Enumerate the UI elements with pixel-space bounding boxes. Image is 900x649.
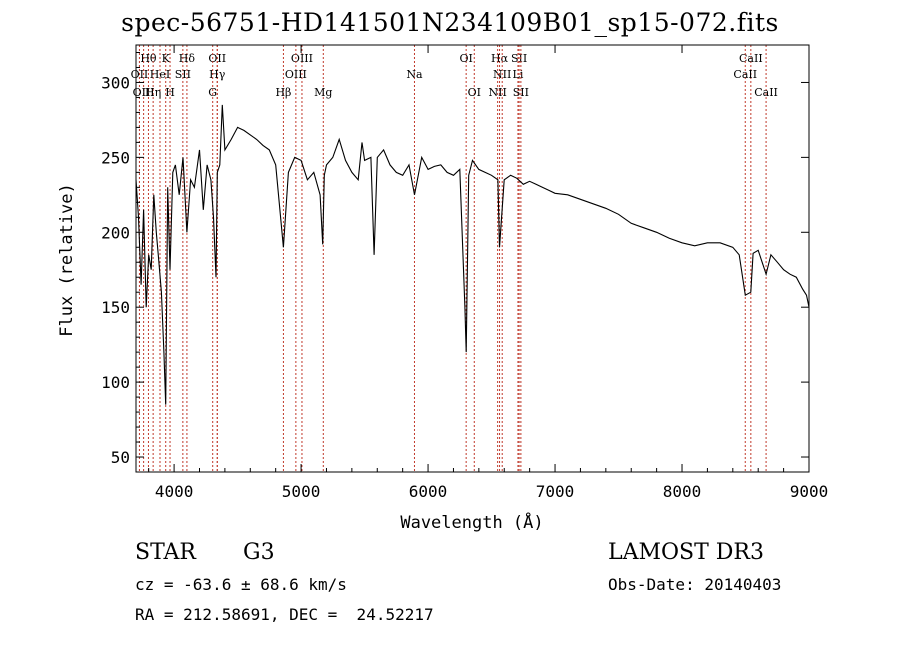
y-tick-label: 150: [101, 298, 130, 317]
marker-label-Hβ: Hβ: [275, 86, 291, 99]
marker-label-CaII: CaII: [754, 86, 778, 99]
y-tick-label: 100: [101, 373, 130, 392]
x-tick-label: 9000: [790, 482, 829, 501]
marker-label-NII: NII: [493, 68, 511, 81]
marker-label-SII: SII: [175, 68, 191, 81]
marker-label-NII: NII: [488, 86, 506, 99]
marker-label-SII: SII: [513, 86, 529, 99]
x-tick-label: 4000: [155, 482, 194, 501]
x-tick-label: 7000: [536, 482, 575, 501]
marker-label-Hδ: Hδ: [179, 52, 196, 65]
y-tick-label: 300: [101, 73, 130, 92]
chart-title: spec-56751-HD141501N234109B01_sp15-072.f…: [121, 8, 779, 37]
marker-label-HeI: HeI: [150, 68, 170, 81]
marker-label-Hη: Hη: [145, 86, 161, 99]
marker-label-Hγ: Hγ: [209, 68, 226, 81]
x-tick-label: 8000: [663, 482, 702, 501]
x-axis: 4000 5000 6000 7000 8000 9000: [148, 45, 829, 501]
marker-label-Li: Li: [513, 68, 524, 81]
object-subclass: G3: [243, 540, 275, 565]
flux-series-line: [135, 104, 810, 405]
x-tick-label: 6000: [409, 482, 448, 501]
y-tick-label: 50: [111, 448, 130, 467]
marker-label-SII: SII: [511, 52, 527, 65]
marker-label-OIII: OIII: [291, 52, 313, 65]
marker-label-OIII: OIII: [285, 68, 307, 81]
y-axis-label: Flux (relative): [57, 183, 77, 337]
marker-label-OII: OII: [131, 68, 149, 81]
marker-label-Hα: Hα: [491, 52, 509, 65]
marker-label-CaII: CaII: [733, 68, 757, 81]
redshift-cz: cz = -63.6 ± 68.6 km/s: [135, 575, 347, 594]
object-class: STAR: [135, 540, 196, 565]
marker-label-OI: OI: [459, 52, 472, 65]
marker-label-OIII: OIII: [133, 86, 155, 99]
marker-label-H: H: [165, 86, 175, 99]
obs-date: Obs-Date: 20140403: [608, 575, 782, 594]
y-tick-label: 250: [101, 148, 130, 167]
survey-name: LAMOST DR3: [608, 540, 764, 565]
y-tick-label: 200: [101, 223, 130, 242]
x-tick-label: 5000: [282, 482, 321, 501]
marker-label-Hθ: Hθ: [140, 52, 157, 65]
y-axis: 50 100 150 200 250 300: [101, 51, 809, 467]
x-axis-label: Wavelength (Å): [400, 511, 543, 533]
marker-label-G: G: [208, 86, 217, 99]
marker-label-K: K: [162, 52, 171, 65]
marker-label-OI: OI: [468, 86, 481, 99]
marker-label-Mg: Mg: [314, 86, 332, 99]
marker-label-Na: Na: [406, 68, 423, 81]
coordinates: RA = 212.58691, DEC = 24.52217: [135, 605, 434, 624]
marker-label-CaII: CaII: [739, 52, 763, 65]
plot-frame: [135, 44, 810, 473]
